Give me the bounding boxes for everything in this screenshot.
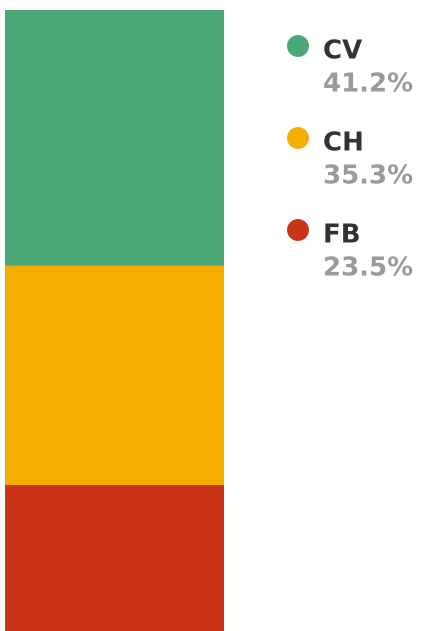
bar-segment [5, 10, 224, 266]
legend-value: 41.2% [323, 69, 413, 99]
bar-segment [5, 265, 224, 486]
legend-name: FB [323, 220, 361, 250]
legend-dot [287, 127, 309, 149]
legend-name: CH [323, 128, 364, 158]
legend-dot [287, 219, 309, 241]
legend-name: CV [323, 36, 362, 66]
legend-value: 23.5% [323, 253, 413, 283]
legend-dot [287, 35, 309, 57]
bar-segment [5, 485, 224, 631]
legend-value: 35.3% [323, 161, 413, 191]
